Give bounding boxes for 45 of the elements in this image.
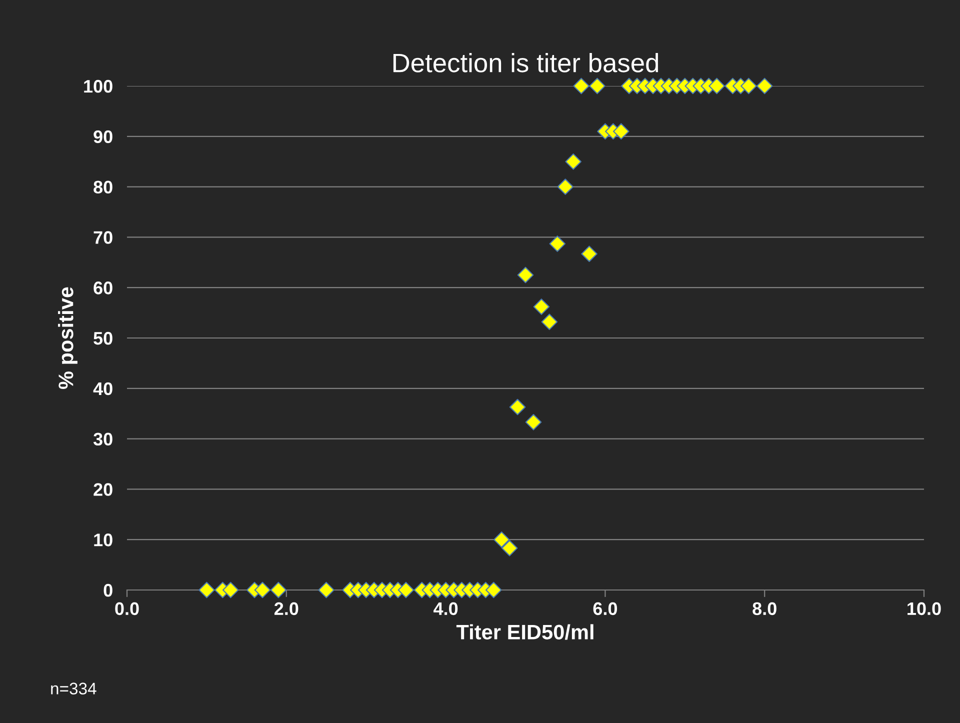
point <box>222 582 239 598</box>
point <box>517 266 534 284</box>
x-tick-label: 10.0 <box>908 602 941 616</box>
y-tick-label: 50 <box>94 332 112 345</box>
point <box>612 123 630 140</box>
chart-title: Detection is titer based <box>393 52 658 72</box>
point <box>485 582 502 598</box>
y-tick-label: 90 <box>94 130 112 144</box>
y-tick-label: 70 <box>94 231 112 244</box>
point <box>509 398 526 416</box>
y-tick-label: 30 <box>93 432 112 446</box>
y-tick-label: 40 <box>93 382 112 396</box>
y-axis-title: % positive <box>58 287 78 389</box>
point <box>541 314 558 330</box>
point <box>254 582 271 598</box>
point <box>270 582 287 598</box>
point <box>198 582 215 598</box>
point <box>501 540 518 556</box>
point <box>398 582 414 598</box>
point <box>493 531 510 548</box>
x-tick-label: 2.0 <box>274 602 298 616</box>
point <box>573 78 590 94</box>
y-tick-label: 10 <box>94 534 112 546</box>
x-axis-title: Titer EID50/ml <box>456 624 594 640</box>
y-tick-label: 0 <box>104 584 112 597</box>
y-tick-label: 80 <box>94 180 112 194</box>
point <box>557 178 574 195</box>
point <box>318 582 334 598</box>
x-tick-label: 4.0 <box>434 602 458 616</box>
point <box>565 153 582 170</box>
point <box>525 414 542 430</box>
point <box>581 246 598 262</box>
point <box>533 298 550 315</box>
y-tick-label: 60 <box>94 282 112 294</box>
point <box>740 78 757 94</box>
x-tick-label: 0.0 <box>115 602 139 616</box>
point <box>549 236 566 252</box>
point <box>589 78 606 94</box>
y-tick-label: 100 <box>84 80 112 93</box>
point <box>708 78 725 94</box>
point <box>756 78 773 94</box>
x-tick-label: 6.0 <box>593 602 618 616</box>
x-tick-label: 8.0 <box>752 602 776 616</box>
y-tick-label: 20 <box>94 483 112 496</box>
text: n=334 <box>51 682 96 694</box>
